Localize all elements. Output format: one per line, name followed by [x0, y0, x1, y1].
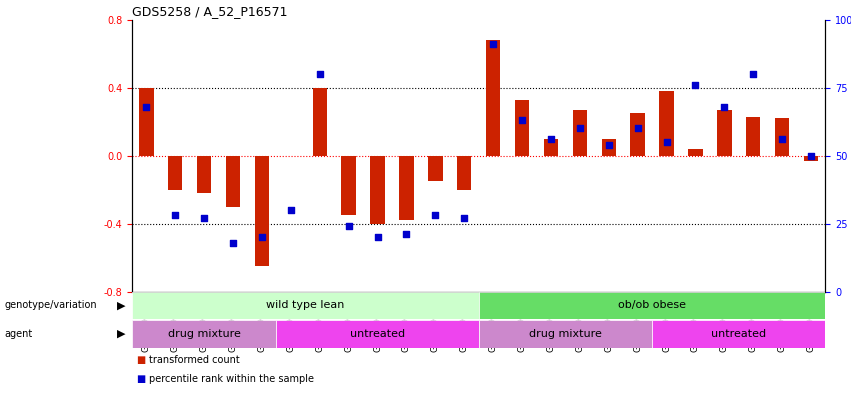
Bar [254, 156, 269, 266]
Bar [652, 320, 825, 348]
Bar [775, 118, 790, 156]
Point [573, 125, 586, 132]
Point [775, 136, 789, 142]
Bar [478, 320, 652, 348]
Point [544, 136, 557, 142]
Bar [399, 156, 414, 220]
Text: ▶: ▶ [117, 329, 126, 339]
Bar [544, 139, 558, 156]
Bar [573, 110, 587, 156]
Bar [457, 156, 471, 189]
Text: ■: ■ [136, 374, 146, 384]
Point [284, 207, 298, 213]
Bar [139, 88, 153, 156]
Point [342, 223, 356, 230]
Point [197, 215, 211, 221]
Bar [277, 320, 478, 348]
Text: drug mixture: drug mixture [529, 329, 602, 339]
Bar [602, 139, 616, 156]
Bar [486, 40, 500, 156]
Bar [226, 156, 240, 207]
Point [602, 141, 615, 148]
Text: genotype/variation: genotype/variation [4, 300, 97, 310]
Point [429, 212, 443, 219]
Point [717, 103, 731, 110]
Bar [168, 156, 182, 189]
Text: agent: agent [4, 329, 32, 339]
Text: transformed count: transformed count [149, 354, 240, 365]
Bar [478, 292, 825, 319]
Bar [341, 156, 356, 215]
Text: percentile rank within the sample: percentile rank within the sample [149, 374, 314, 384]
Point [140, 103, 153, 110]
Text: ■: ■ [136, 354, 146, 365]
Bar [688, 149, 703, 156]
Text: wild type lean: wild type lean [266, 300, 345, 310]
Bar [132, 292, 478, 319]
Point [631, 125, 644, 132]
Text: GDS5258 / A_52_P16571: GDS5258 / A_52_P16571 [132, 6, 288, 18]
Point [313, 71, 327, 77]
Point [688, 82, 702, 88]
Point [515, 117, 528, 123]
Bar [631, 113, 645, 156]
Bar [717, 110, 732, 156]
Point [226, 239, 240, 246]
Point [255, 234, 269, 241]
Bar [197, 156, 211, 193]
Bar [370, 156, 385, 224]
Text: untreated: untreated [711, 329, 767, 339]
Point [746, 71, 760, 77]
Text: drug mixture: drug mixture [168, 329, 241, 339]
Point [486, 41, 500, 47]
Point [804, 152, 818, 159]
Bar [746, 117, 761, 156]
Text: ▶: ▶ [117, 300, 126, 310]
Point [400, 231, 414, 238]
Text: untreated: untreated [350, 329, 405, 339]
Text: ob/ob obese: ob/ob obese [618, 300, 686, 310]
Bar [804, 156, 819, 161]
Point [458, 215, 471, 221]
Bar [660, 91, 674, 156]
Point [660, 139, 673, 145]
Bar [132, 320, 277, 348]
Point [168, 212, 182, 219]
Bar [428, 156, 443, 181]
Bar [312, 88, 327, 156]
Point [371, 234, 385, 241]
Bar [515, 99, 529, 156]
